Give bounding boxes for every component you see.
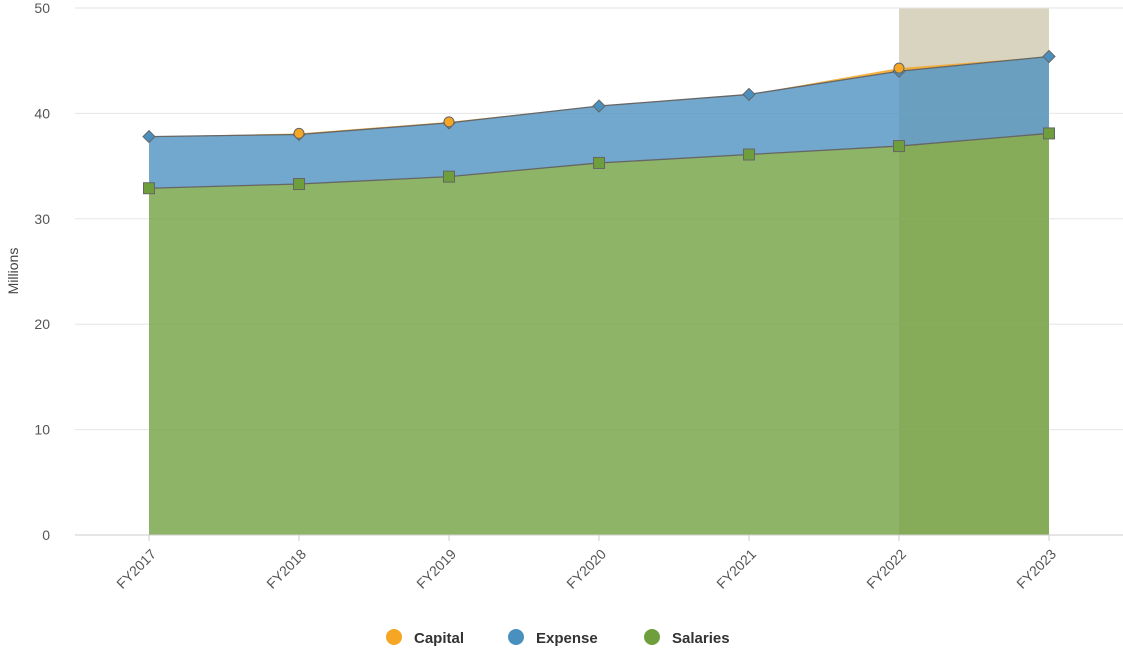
- legend-item-capital[interactable]: Capital: [386, 629, 464, 647]
- legend-item-expense[interactable]: Expense: [508, 629, 598, 647]
- y-axis-label: Millions: [5, 248, 21, 295]
- point-capital-fy2022[interactable]: [893, 62, 905, 74]
- point-expense-fy2020[interactable]: [592, 99, 606, 113]
- x-tick-label: FY2020: [563, 546, 609, 592]
- point-capital-fy2018[interactable]: [293, 127, 305, 139]
- area-salaries: [149, 133, 1049, 535]
- point-capital-fy2019[interactable]: [443, 116, 455, 128]
- legend-label: Expense: [536, 630, 598, 647]
- point-salaries-fy2020[interactable]: [593, 156, 605, 169]
- x-tick-label: FY2022: [863, 546, 909, 592]
- x-tick-label: FY2017: [113, 546, 159, 592]
- point-salaries-fy2019[interactable]: [443, 170, 455, 183]
- area-expense: [149, 56, 1049, 189]
- y-tick-label: 10: [34, 422, 50, 438]
- legend-swatch: [508, 629, 524, 645]
- x-tick-label: FY2019: [413, 546, 459, 592]
- point-salaries-fy2018[interactable]: [293, 178, 305, 191]
- point-salaries-fy2017[interactable]: [143, 182, 155, 195]
- legend-item-salaries[interactable]: Salaries: [644, 629, 730, 647]
- area-capital: [149, 56, 1049, 137]
- legend-label: Salaries: [672, 630, 730, 647]
- point-salaries-fy2023[interactable]: [1043, 127, 1055, 140]
- y-tick-label: 30: [34, 211, 50, 227]
- y-tick-label: 50: [34, 0, 50, 16]
- legend-swatch: [386, 629, 402, 645]
- point-expense-fy2023[interactable]: [1042, 49, 1056, 64]
- x-tick-label: FY2018: [263, 546, 309, 592]
- legend-swatch: [644, 629, 660, 645]
- y-tick-label: 0: [42, 527, 50, 543]
- point-expense-fy2021[interactable]: [742, 87, 756, 102]
- x-tick-label: FY2023: [1013, 546, 1059, 592]
- point-salaries-fy2021[interactable]: [743, 148, 755, 161]
- point-expense-fy2017[interactable]: [142, 129, 156, 144]
- y-tick-label: 40: [34, 105, 50, 121]
- x-tick-label: FY2021: [713, 546, 759, 592]
- point-salaries-fy2022[interactable]: [893, 140, 905, 153]
- legend-label: Capital: [414, 630, 464, 647]
- y-tick-label: 20: [34, 316, 50, 332]
